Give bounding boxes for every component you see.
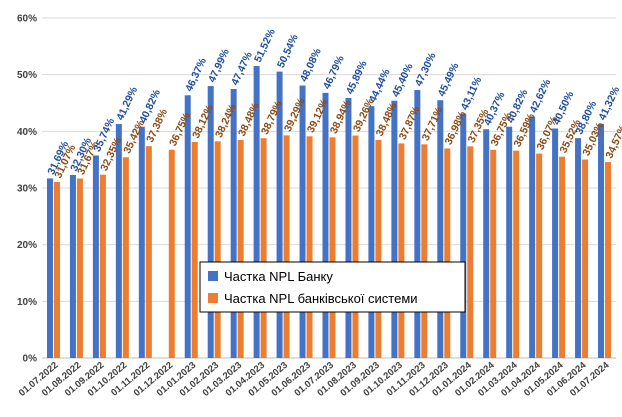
bar-series-1 xyxy=(115,124,122,358)
bar-series-1 xyxy=(69,174,76,358)
bar-series-1 xyxy=(529,116,536,358)
data-label-series-2: 34,57% xyxy=(603,122,622,160)
bar-series-1 xyxy=(391,100,398,358)
bar-series-2 xyxy=(99,174,106,358)
bar-series-1 xyxy=(276,71,283,359)
y-tick-label: 30% xyxy=(17,184,37,195)
bar-series-2 xyxy=(168,149,175,358)
data-label-series-1: 44,44% xyxy=(367,66,393,104)
bar-series-2 xyxy=(490,149,497,358)
bar-series-1 xyxy=(575,138,582,358)
bar-series-2 xyxy=(329,137,336,358)
data-label-series-1: 43,11% xyxy=(459,75,485,112)
bar-series-2 xyxy=(444,148,451,358)
data-label-series-1: 41,32% xyxy=(596,84,622,122)
bar-series-2 xyxy=(559,156,566,358)
bar-series-1 xyxy=(437,100,444,359)
data-label-series-1: 47,47% xyxy=(229,49,255,87)
bar-series-1 xyxy=(506,126,513,358)
y-tick-label: 10% xyxy=(17,297,37,308)
bar-series-1 xyxy=(598,123,605,358)
bar-series-2 xyxy=(513,150,520,358)
data-label-series-1: 45,49% xyxy=(436,61,462,99)
bar-series-1 xyxy=(552,128,559,358)
bar-series-1 xyxy=(345,97,352,358)
data-label-series-1: 48,08% xyxy=(298,46,324,84)
y-tick-label: 0% xyxy=(23,354,38,365)
bar-series-1 xyxy=(368,106,375,358)
y-tick-label: 20% xyxy=(17,240,37,251)
bar-series-2 xyxy=(582,159,589,358)
bar-series-2 xyxy=(375,139,382,358)
bar-series-1 xyxy=(460,113,467,359)
bar-series-1 xyxy=(184,95,191,358)
data-label-series-1: 51,52% xyxy=(252,26,278,64)
bar-series-2 xyxy=(283,135,290,358)
bar-series-2 xyxy=(53,181,60,358)
y-tick-label: 60% xyxy=(17,14,37,25)
legend-box xyxy=(199,261,466,313)
bar-series-2 xyxy=(467,146,474,358)
bar-series-2 xyxy=(260,138,267,358)
bar-series-2 xyxy=(352,135,359,358)
legend-label: Частка NPL банківської системи xyxy=(224,291,418,306)
data-label-series-1: 45,89% xyxy=(344,58,370,96)
legend-swatch xyxy=(208,293,218,303)
data-label-series-1: 50,54% xyxy=(275,32,301,70)
bar-series-2 xyxy=(306,136,313,358)
bar-series-1 xyxy=(253,66,260,358)
bar-series-1 xyxy=(322,92,329,359)
bar-series-2 xyxy=(76,178,83,358)
data-label-series-1: 42,62% xyxy=(527,77,553,115)
bar-series-2 xyxy=(536,153,543,358)
bar-series-1 xyxy=(299,85,306,359)
data-label-series-1: 41,29% xyxy=(114,84,140,122)
bar-series-2 xyxy=(398,143,405,358)
data-label-series-1: 47,30% xyxy=(413,50,439,88)
data-label-series-1: 45,40% xyxy=(390,61,416,99)
bar-series-2 xyxy=(605,162,612,358)
y-tick-label: 40% xyxy=(17,127,37,138)
bar-series-2 xyxy=(145,146,152,358)
legend-label: Частка NPL Банку xyxy=(224,269,333,284)
data-label-series-1: 46,79% xyxy=(321,53,347,91)
bar-series-1 xyxy=(46,178,53,358)
bar-series-2 xyxy=(214,141,221,358)
bar-series-1 xyxy=(230,89,237,359)
bar-series-1 xyxy=(483,129,490,358)
bar-series-1 xyxy=(138,126,145,358)
bar-series-2 xyxy=(191,141,198,358)
bar-series-2 xyxy=(237,139,244,358)
bar-series-2 xyxy=(421,144,428,358)
y-tick-label: 50% xyxy=(17,70,37,81)
data-label-series-1: 47,99% xyxy=(206,46,232,84)
bar-series-1 xyxy=(414,89,421,358)
bar-series-1 xyxy=(207,86,214,358)
legend-swatch xyxy=(208,271,218,281)
bar-series-2 xyxy=(122,157,129,358)
bar-series-1 xyxy=(92,155,99,358)
